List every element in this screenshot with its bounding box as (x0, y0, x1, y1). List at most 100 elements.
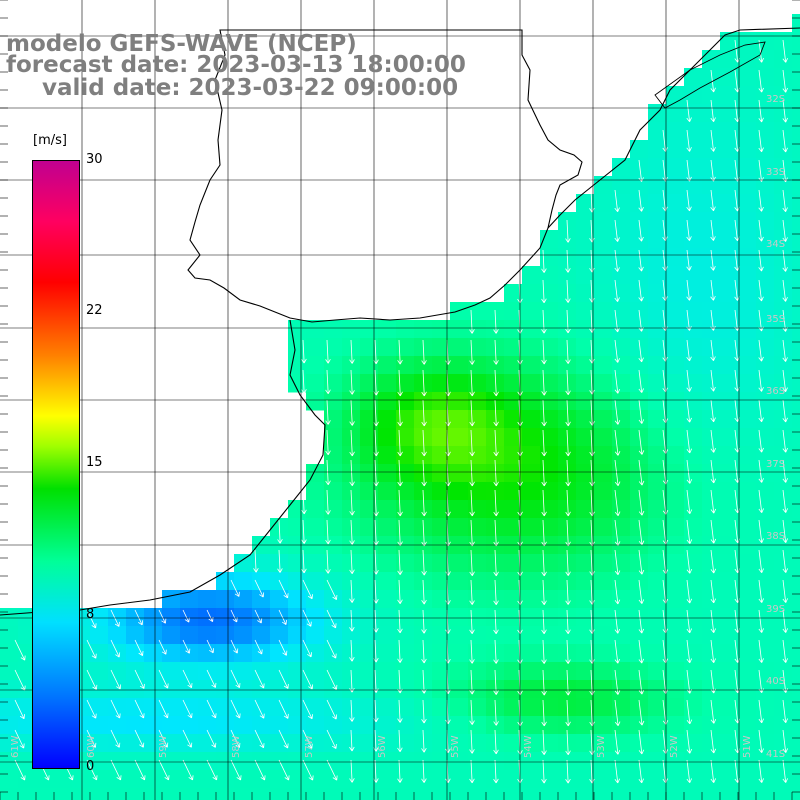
wind-cell (378, 698, 397, 717)
wind-cell (666, 662, 685, 681)
wind-arrow (782, 459, 788, 483)
wind-cell (684, 410, 703, 429)
wind-cell (342, 644, 361, 663)
wind-cell (594, 464, 613, 483)
wind-cell (234, 644, 253, 663)
wind-arrow (782, 759, 788, 783)
wind-cell (738, 608, 757, 627)
wind-cell (468, 554, 487, 573)
wind-cell (216, 770, 235, 789)
wind-arrow (782, 129, 788, 153)
wind-arrow (182, 699, 193, 719)
wind-cell (738, 464, 757, 483)
wind-cell (504, 446, 523, 465)
wind-cell (792, 122, 800, 141)
wind-cell (126, 788, 145, 800)
wind-arrow (710, 159, 716, 182)
wind-arrow (541, 489, 547, 517)
wind-cell (306, 752, 325, 771)
wind-arrow (541, 639, 547, 664)
wind-cell (720, 248, 739, 267)
wind-arrow (278, 729, 289, 749)
wind-cell (306, 572, 325, 591)
wind-cell (666, 86, 685, 105)
wind-cell (684, 104, 703, 123)
wind-cell (756, 104, 775, 123)
wind-arrow (565, 609, 571, 635)
wind-cell (378, 374, 397, 393)
wind-cell (126, 608, 145, 627)
wind-cell (720, 392, 739, 411)
wind-cell (504, 482, 523, 501)
wind-arrow (326, 669, 338, 690)
wind-cell (378, 464, 397, 483)
wind-arrow (326, 639, 337, 659)
wind-cell (108, 788, 127, 800)
wind-arrow (158, 759, 170, 781)
wind-arrow (277, 519, 283, 544)
longitude-label: 61W (10, 735, 21, 758)
wind-cell (162, 590, 181, 609)
wind-arrow (397, 339, 403, 365)
wind-cell (540, 698, 559, 717)
wind-arrow (397, 489, 403, 517)
wind-arrow (541, 609, 547, 635)
wind-cell (180, 716, 199, 735)
wind-arrow (158, 669, 169, 689)
wind-cell (612, 176, 631, 195)
wind-cell (270, 554, 289, 573)
wind-cell (306, 644, 325, 663)
wind-arrow (565, 219, 571, 243)
wind-arrow (349, 639, 355, 662)
colorbar-tick-15: 15 (86, 455, 103, 470)
wind-arrow (278, 609, 287, 625)
wind-cell (684, 662, 703, 681)
wind-arrow (158, 609, 167, 624)
wind-arrow (782, 369, 788, 393)
wind-cell (378, 644, 397, 663)
wind-cell (378, 446, 397, 465)
wind-cell (342, 320, 361, 339)
wind-cell (180, 662, 199, 681)
wind-cell (738, 284, 757, 303)
wind-cell (720, 482, 739, 501)
wind-cell (648, 662, 667, 681)
wind-cell (594, 320, 613, 339)
wind-cell (126, 626, 145, 645)
wind-arrow (782, 549, 789, 573)
wind-cell (540, 392, 559, 411)
wind-arrow (206, 639, 215, 654)
longitude-label: 56W (377, 735, 388, 758)
wind-arrow (397, 459, 403, 487)
wind-arrow (397, 699, 403, 723)
wind-cell (648, 626, 667, 645)
wind-cell (72, 770, 91, 789)
wind-cell (648, 500, 667, 519)
wind-cell (612, 302, 631, 321)
wind-arrow (710, 699, 717, 724)
wind-arrow (349, 429, 355, 457)
wind-arrow (758, 609, 764, 633)
wind-arrow (565, 489, 571, 517)
wind-cell (792, 230, 800, 249)
wind-cell (342, 464, 361, 483)
wind-cell (738, 644, 757, 663)
wind-cell (540, 230, 559, 249)
wind-cell (612, 680, 631, 699)
wind-arrow (230, 669, 241, 689)
wind-arrow (349, 369, 355, 395)
wind-cell (684, 284, 703, 303)
wind-cell (774, 698, 793, 717)
wind-cell (720, 680, 739, 699)
wind-cell (666, 680, 685, 699)
wind-cell (576, 644, 595, 663)
wind-cell (378, 608, 397, 627)
wind-cell (756, 644, 775, 663)
wind-cell (504, 662, 523, 681)
wind-cell (468, 356, 487, 375)
wind-cell (738, 716, 757, 735)
wind-cell (666, 770, 685, 789)
wind-cell (288, 518, 307, 537)
wind-arrow (589, 429, 595, 457)
wind-cell (576, 392, 595, 411)
